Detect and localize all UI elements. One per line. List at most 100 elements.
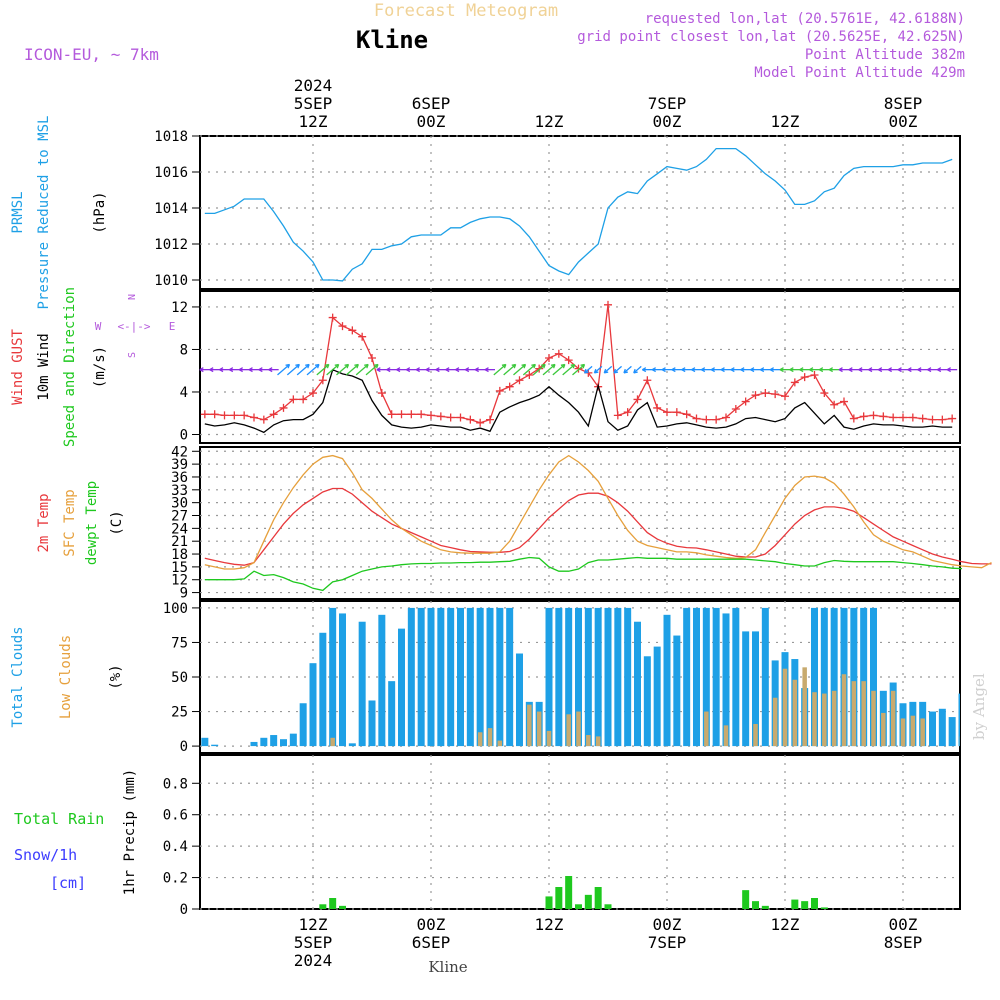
wind-arrow-head [760,367,765,373]
bar-clouds [565,607,573,747]
bar-clouds [861,681,866,747]
series-line-wind [204,368,953,434]
wind-arrow-head [541,363,546,369]
wind-arrow-head [661,367,666,373]
wind-arrow-head [878,367,883,373]
panel-label-wind: Speed and Direction [62,287,78,447]
wind-arrow [572,363,585,376]
bar-clouds [633,621,641,747]
ytick-label-clouds: 100 [163,601,188,617]
wind-arrow-head [396,367,401,373]
wind-arrow-head [334,363,340,369]
bar-clouds [397,628,405,747]
gust-marker [879,412,888,421]
bar-clouds [417,607,425,747]
wind-arrow-head [484,367,489,373]
time-label-top: 00Z [889,112,918,131]
gust-marker [889,413,898,422]
gust-marker [269,410,278,419]
time-label-top: 6SEP [412,94,451,113]
wind-arrow-head [406,367,411,373]
wind-arrow-head [789,367,794,373]
time-label-bottom: 8SEP [884,933,923,952]
bar-clouds [437,607,445,747]
wind-arrow [296,363,310,376]
gust-marker [780,392,789,401]
wind-arrow-head [691,367,696,373]
ytick-label-temperature: 39 [171,457,188,473]
bar-clouds [270,735,278,747]
ytick-label-wind: 4 [180,385,188,401]
gust-marker [495,386,504,395]
bar-clouds [546,730,552,747]
wind-arrow-head [710,367,715,373]
bar-clouds [831,690,837,747]
bar-clouds [871,690,876,747]
precip-legend-rain: Total Rain [14,810,104,828]
wind-arrow-head [701,367,706,373]
bar-precip [565,876,573,909]
ytick-label-precip: 0.2 [163,871,188,887]
time-label-bottom: 00Z [653,915,682,934]
time-label-top: 8SEP [884,94,923,113]
gust-marker [250,413,258,422]
bar-clouds [692,607,700,747]
wind-arrow [326,363,340,376]
gust-marker [200,410,209,419]
precip-legend-snow: Snow/1h [14,846,77,864]
ytick-label-temperature: 36 [171,470,188,486]
gust-marker [436,412,445,421]
gust-marker [948,414,957,423]
wind-arrow-head [769,367,774,373]
gust-marker [309,389,317,398]
gust-marker [849,414,858,423]
bar-clouds [348,743,356,747]
gust-marker [368,353,376,362]
gust-marker [672,408,681,417]
wind-arrow [316,363,330,376]
gust-marker [898,413,907,422]
bar-clouds [584,607,592,747]
gust-marker [918,414,927,423]
gust-marker [731,404,740,413]
time-label-bottom: 6SEP [412,933,451,952]
wind-arrow-head [386,367,391,373]
bar-clouds [574,607,582,747]
gust-marker [407,410,416,419]
bar-clouds [881,712,886,747]
gust-marker [869,411,878,420]
wind-arrow-head [593,368,599,374]
wind-arrow [355,363,369,376]
bar-clouds [388,681,396,747]
bar-clouds [576,711,581,747]
bar-clouds [466,607,474,747]
wind-arrow-head [531,363,536,369]
time-label-top: 12Z [299,112,328,131]
wind-arrow-head [623,368,628,374]
gust-marker [839,397,848,406]
wind-arrow [542,363,556,376]
wind-arrow-head [887,367,892,373]
bar-precip [604,904,612,909]
panel-frame-wind [199,290,961,444]
compass-e: E [169,320,176,333]
bar-clouds [663,614,671,747]
bar-clouds [476,607,484,747]
ytick-label-precip: 0.8 [163,776,188,792]
gust-marker [259,415,268,424]
gust-marker [682,410,691,419]
ytick-label-pressure: 1016 [154,165,188,181]
gust-marker [535,364,544,373]
point-altitude: Point Altitude 382m [805,47,965,63]
model-label: ICON-EU, ~ 7km [24,45,159,64]
ytick-label-clouds: 50 [171,670,188,686]
wind-arrow-head [305,363,310,369]
bar-clouds [486,607,494,747]
ytick-label-clouds: 0 [180,739,188,755]
gust-marker [525,370,534,379]
bar-clouds [812,692,817,747]
bar-clouds [938,708,946,747]
watermark: by Angel [970,673,988,740]
bar-clouds [527,704,532,747]
bar-clouds [368,700,376,747]
